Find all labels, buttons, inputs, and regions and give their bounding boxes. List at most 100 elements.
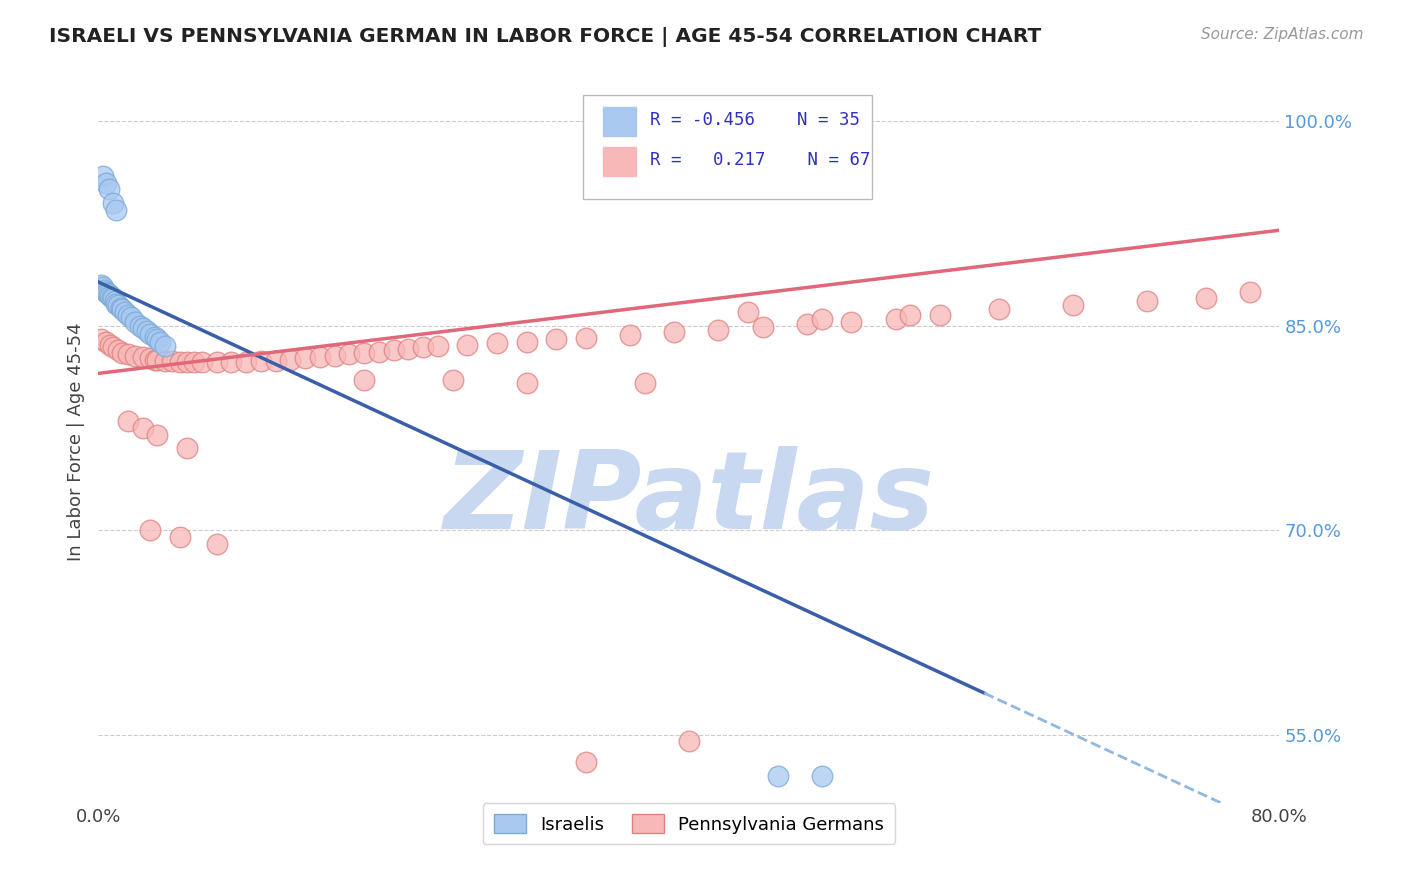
Point xyxy=(810,768,832,782)
Point xyxy=(91,280,114,294)
Point xyxy=(117,308,139,322)
Point xyxy=(104,294,127,309)
Point xyxy=(205,355,228,369)
Point xyxy=(105,297,128,311)
Point xyxy=(323,349,346,363)
Point xyxy=(103,292,125,306)
Point xyxy=(110,301,132,315)
FancyBboxPatch shape xyxy=(582,95,872,200)
Point xyxy=(169,530,191,544)
Point xyxy=(1136,294,1159,309)
Point xyxy=(294,351,316,366)
Point xyxy=(98,337,121,351)
Point xyxy=(353,346,375,360)
Point xyxy=(132,321,155,335)
Point xyxy=(143,352,166,367)
Point xyxy=(96,285,118,300)
Point xyxy=(149,334,172,349)
Point xyxy=(619,328,641,343)
Point xyxy=(103,341,125,355)
Point xyxy=(368,344,391,359)
Point xyxy=(412,341,434,355)
Point xyxy=(810,311,832,326)
Point xyxy=(191,355,214,369)
Y-axis label: In Labor Force | Age 45-54: In Labor Force | Age 45-54 xyxy=(66,322,84,561)
Point xyxy=(162,354,183,368)
Point xyxy=(143,329,166,343)
Text: ISRAELI VS PENNSYLVANIA GERMAN IN LABOR FORCE | AGE 45-54 CORRELATION CHART: ISRAELI VS PENNSYLVANIA GERMAN IN LABOR … xyxy=(49,27,1042,46)
Point xyxy=(339,347,361,361)
Point xyxy=(398,342,420,356)
Point xyxy=(136,324,159,338)
Point xyxy=(678,734,700,748)
Point xyxy=(900,308,922,322)
Point xyxy=(575,331,598,345)
Point xyxy=(100,290,122,304)
Point xyxy=(111,302,134,317)
Point xyxy=(707,323,730,337)
Point xyxy=(90,277,112,292)
Point xyxy=(139,326,162,341)
Point xyxy=(94,176,117,190)
Point xyxy=(94,285,117,299)
Point xyxy=(153,354,176,368)
Point xyxy=(111,346,134,360)
Point xyxy=(176,355,198,369)
Point xyxy=(128,318,150,333)
Point xyxy=(841,315,863,329)
Point xyxy=(169,355,191,369)
Point xyxy=(103,196,125,211)
Text: Source: ZipAtlas.com: Source: ZipAtlas.com xyxy=(1201,27,1364,42)
Point xyxy=(107,298,129,312)
Point xyxy=(205,537,228,551)
Point xyxy=(97,287,120,301)
Point xyxy=(516,376,538,390)
Point xyxy=(139,523,162,537)
Point xyxy=(546,332,568,346)
Point xyxy=(264,354,287,368)
Point xyxy=(132,350,155,364)
Point xyxy=(382,343,405,358)
Point xyxy=(221,355,243,369)
Point xyxy=(309,350,332,364)
Point xyxy=(516,334,538,349)
Point xyxy=(120,310,142,325)
Point xyxy=(117,347,139,361)
Point xyxy=(124,349,146,363)
Text: ZIPatlas: ZIPatlas xyxy=(443,446,935,552)
Point xyxy=(575,755,598,769)
Point xyxy=(124,315,146,329)
Point xyxy=(280,352,302,367)
Point xyxy=(90,332,112,346)
Point xyxy=(427,339,450,353)
Point xyxy=(737,305,759,319)
Point xyxy=(107,343,129,358)
Point xyxy=(796,318,818,332)
Point xyxy=(988,302,1011,317)
Point xyxy=(457,337,479,351)
Point xyxy=(146,427,169,442)
Legend: Israelis, Pennsylvania Germans: Israelis, Pennsylvania Germans xyxy=(482,804,896,845)
Point xyxy=(117,414,139,428)
Point xyxy=(1062,298,1084,312)
Point xyxy=(353,373,375,387)
Point xyxy=(176,442,198,456)
Point xyxy=(146,352,169,367)
Point xyxy=(94,334,117,349)
Point xyxy=(664,326,686,340)
Text: R = -0.456    N = 35: R = -0.456 N = 35 xyxy=(650,111,860,129)
Point xyxy=(93,283,115,297)
Point xyxy=(1195,292,1218,306)
Point xyxy=(183,355,205,369)
Text: R =   0.217    N = 67: R = 0.217 N = 67 xyxy=(650,152,870,169)
Bar xyxy=(603,147,636,177)
Point xyxy=(139,351,162,366)
Point xyxy=(146,332,169,346)
Point xyxy=(105,202,128,217)
Point xyxy=(634,376,657,390)
Point xyxy=(441,373,464,387)
Point xyxy=(929,308,952,322)
Point xyxy=(98,288,121,302)
Point xyxy=(250,354,273,368)
Point xyxy=(486,336,509,351)
